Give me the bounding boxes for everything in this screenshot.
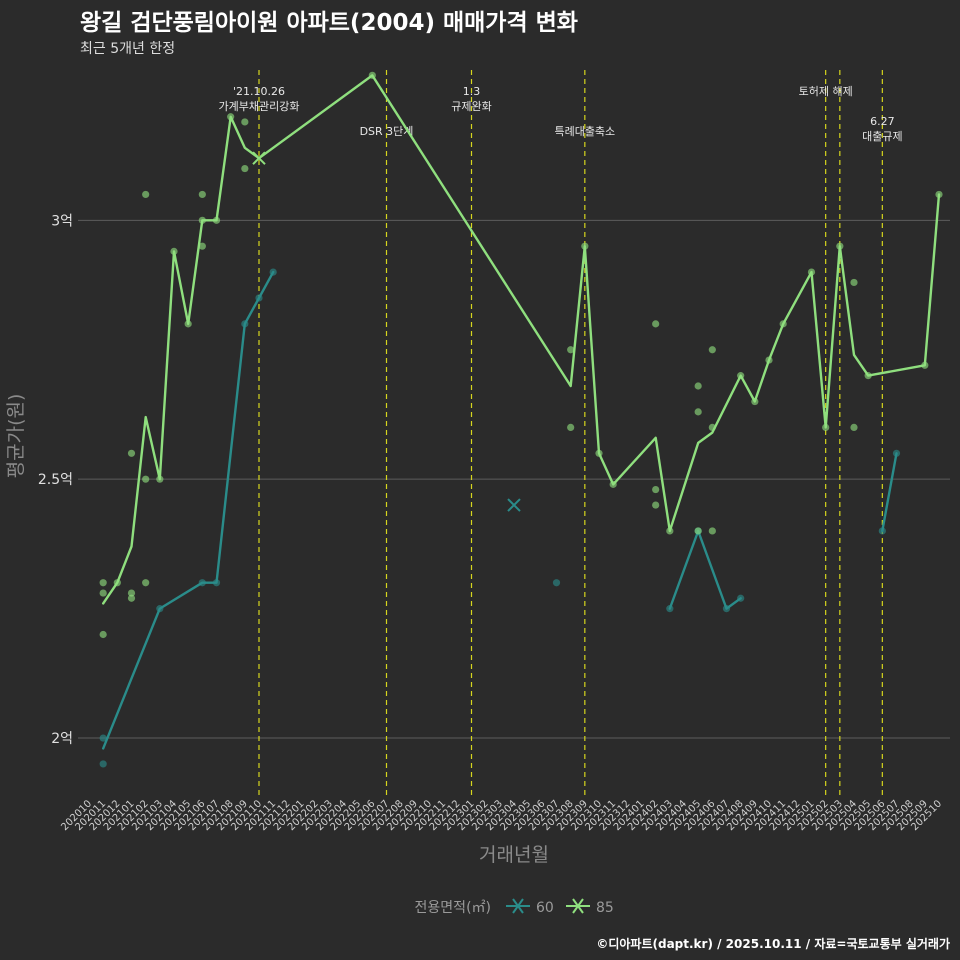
data-point [552,579,561,587]
legend-label: 85 [596,900,614,916]
event-label: 가계부채관리강화 [219,100,300,113]
legend-title: 전용면적(㎡) [415,900,491,916]
data-point [99,734,107,742]
chart-title: 왕길 검단풍림아이원 아파트(2004) 매매가격 변화 [80,10,578,36]
x-axis-ticks: 2020102020112020122021012021022021032021… [59,798,944,833]
data-point [652,320,660,328]
data-point [708,346,716,354]
event-label: 규제완화 [451,100,491,113]
data-point [142,475,150,483]
series-line [101,270,275,750]
data-point [694,408,702,416]
data-point [127,594,136,602]
legend-items: 60 85 [506,898,614,916]
event-label: 토허제 해제 [799,84,853,98]
data-point [127,449,136,457]
event-label: 6.27 [870,115,895,128]
data-point [567,346,575,354]
data-point [694,527,702,535]
data-point [198,242,206,250]
series-layer [99,71,943,768]
data-point [142,579,150,587]
data-point [652,501,660,509]
y-tick-label: 2억 [51,731,73,747]
series-60 [99,268,901,768]
y-tick-label: 3억 [51,213,73,229]
data-point [694,382,702,390]
y-axis-title: 평균가(원) [5,394,27,479]
data-point [850,423,858,432]
data-point [99,579,107,587]
series-line [101,74,941,605]
y-axis-ticks: 2억 2.5억 3억 [38,213,73,747]
data-point [127,589,136,597]
legend: 전용면적(㎡) 60 85 [415,898,614,916]
series-line [881,452,898,533]
event-label: '21.10.26 [233,85,285,98]
series-line [668,529,742,610]
cross-marker [507,498,521,512]
data-point [99,630,107,639]
event-label: DSR 3단계 [360,125,414,138]
legend-key-cross [572,898,584,914]
y-tick-label: 2.5억 [38,472,73,488]
cross-marker [252,151,266,165]
gridlines [78,219,950,739]
data-point [99,760,107,768]
legend-label: 60 [536,900,554,916]
event-lines [258,70,883,795]
event-label: 1.3 [463,85,481,98]
x-axis-title: 거래년월 [479,844,549,866]
event-label: 특례대출축소 [554,125,615,138]
chart-subtitle: 최근 5개년 한정 [80,41,175,57]
series-85 [99,71,943,639]
data-point [142,190,150,199]
data-point [99,589,107,597]
chart-caption: ©디아파트(dapt.kr) / 2025.10.11 / 자료=국토교통부 실… [596,936,950,951]
legend-key-cross [512,898,524,914]
data-point [198,190,206,199]
event-label: 대출규제 [862,130,902,143]
data-point [567,423,575,432]
data-point [241,118,249,126]
data-point [241,164,249,173]
data-point [708,527,716,535]
data-point [652,485,660,494]
data-point [850,278,858,287]
